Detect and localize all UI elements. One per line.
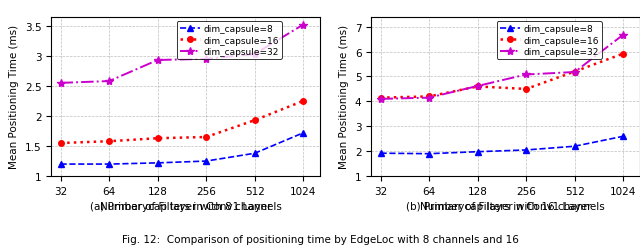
dim_capsule=32 <box>154 59 161 62</box>
dim_capsule=8 <box>300 132 307 135</box>
Y-axis label: Mean Positioning Time (ms): Mean Positioning Time (ms) <box>10 25 19 169</box>
Line: dim_capsule=8: dim_capsule=8 <box>58 131 306 167</box>
dim_capsule=32 <box>105 80 113 83</box>
dim_capsule=8 <box>105 163 113 166</box>
X-axis label: Number of Filters in Conv1 Layer: Number of Filters in Conv1 Layer <box>100 202 271 211</box>
Line: dim_capsule=8: dim_capsule=8 <box>378 134 626 157</box>
dim_capsule=32 <box>202 58 210 61</box>
dim_capsule=16 <box>202 136 210 139</box>
dim_capsule=32 <box>620 34 627 37</box>
dim_capsule=8 <box>425 152 433 155</box>
Legend: dim_capsule=8, dim_capsule=16, dim_capsule=32: dim_capsule=8, dim_capsule=16, dim_capsu… <box>177 22 282 60</box>
dim_capsule=16 <box>57 142 65 145</box>
dim_capsule=8 <box>522 149 530 152</box>
dim_capsule=8 <box>474 151 481 154</box>
dim_capsule=32 <box>474 85 481 88</box>
dim_capsule=16 <box>377 97 385 100</box>
dim_capsule=8 <box>202 160 210 163</box>
dim_capsule=32 <box>377 98 385 101</box>
dim_capsule=16 <box>251 119 259 122</box>
Legend: dim_capsule=8, dim_capsule=16, dim_capsule=32: dim_capsule=8, dim_capsule=16, dim_capsu… <box>497 22 602 60</box>
dim_capsule=8 <box>251 152 259 155</box>
dim_capsule=8 <box>57 163 65 166</box>
dim_capsule=32 <box>251 53 259 56</box>
dim_capsule=16 <box>620 53 627 56</box>
dim_capsule=32 <box>300 24 307 27</box>
Line: dim_capsule=32: dim_capsule=32 <box>376 31 627 104</box>
Text: Fig. 12:  Comparison of positioning time by EdgeLoc with 8 channels and 16: Fig. 12: Comparison of positioning time … <box>122 234 518 244</box>
dim_capsule=32 <box>425 97 433 100</box>
dim_capsule=32 <box>571 71 579 74</box>
dim_capsule=16 <box>474 86 481 89</box>
dim_capsule=8 <box>620 135 627 138</box>
dim_capsule=16 <box>425 96 433 99</box>
Line: dim_capsule=16: dim_capsule=16 <box>58 99 306 146</box>
dim_capsule=16 <box>154 137 161 140</box>
dim_capsule=16 <box>300 100 307 103</box>
dim_capsule=8 <box>154 162 161 165</box>
dim_capsule=8 <box>571 145 579 148</box>
dim_capsule=16 <box>522 88 530 91</box>
dim_capsule=16 <box>105 140 113 143</box>
X-axis label: Number of Filters in Conv1 Layer: Number of Filters in Conv1 Layer <box>420 202 591 211</box>
Line: dim_capsule=16: dim_capsule=16 <box>378 52 626 101</box>
Text: (a) Primarycap layer with 8 channels: (a) Primarycap layer with 8 channels <box>90 201 282 211</box>
Text: (b) Primarycap layer with 16 channels: (b) Primarycap layer with 16 channels <box>406 201 605 211</box>
Line: dim_capsule=32: dim_capsule=32 <box>56 21 307 88</box>
dim_capsule=8 <box>377 152 385 155</box>
dim_capsule=32 <box>57 82 65 85</box>
dim_capsule=16 <box>571 71 579 74</box>
Y-axis label: Mean Positioning Time (ms): Mean Positioning Time (ms) <box>339 25 349 169</box>
dim_capsule=32 <box>522 74 530 77</box>
